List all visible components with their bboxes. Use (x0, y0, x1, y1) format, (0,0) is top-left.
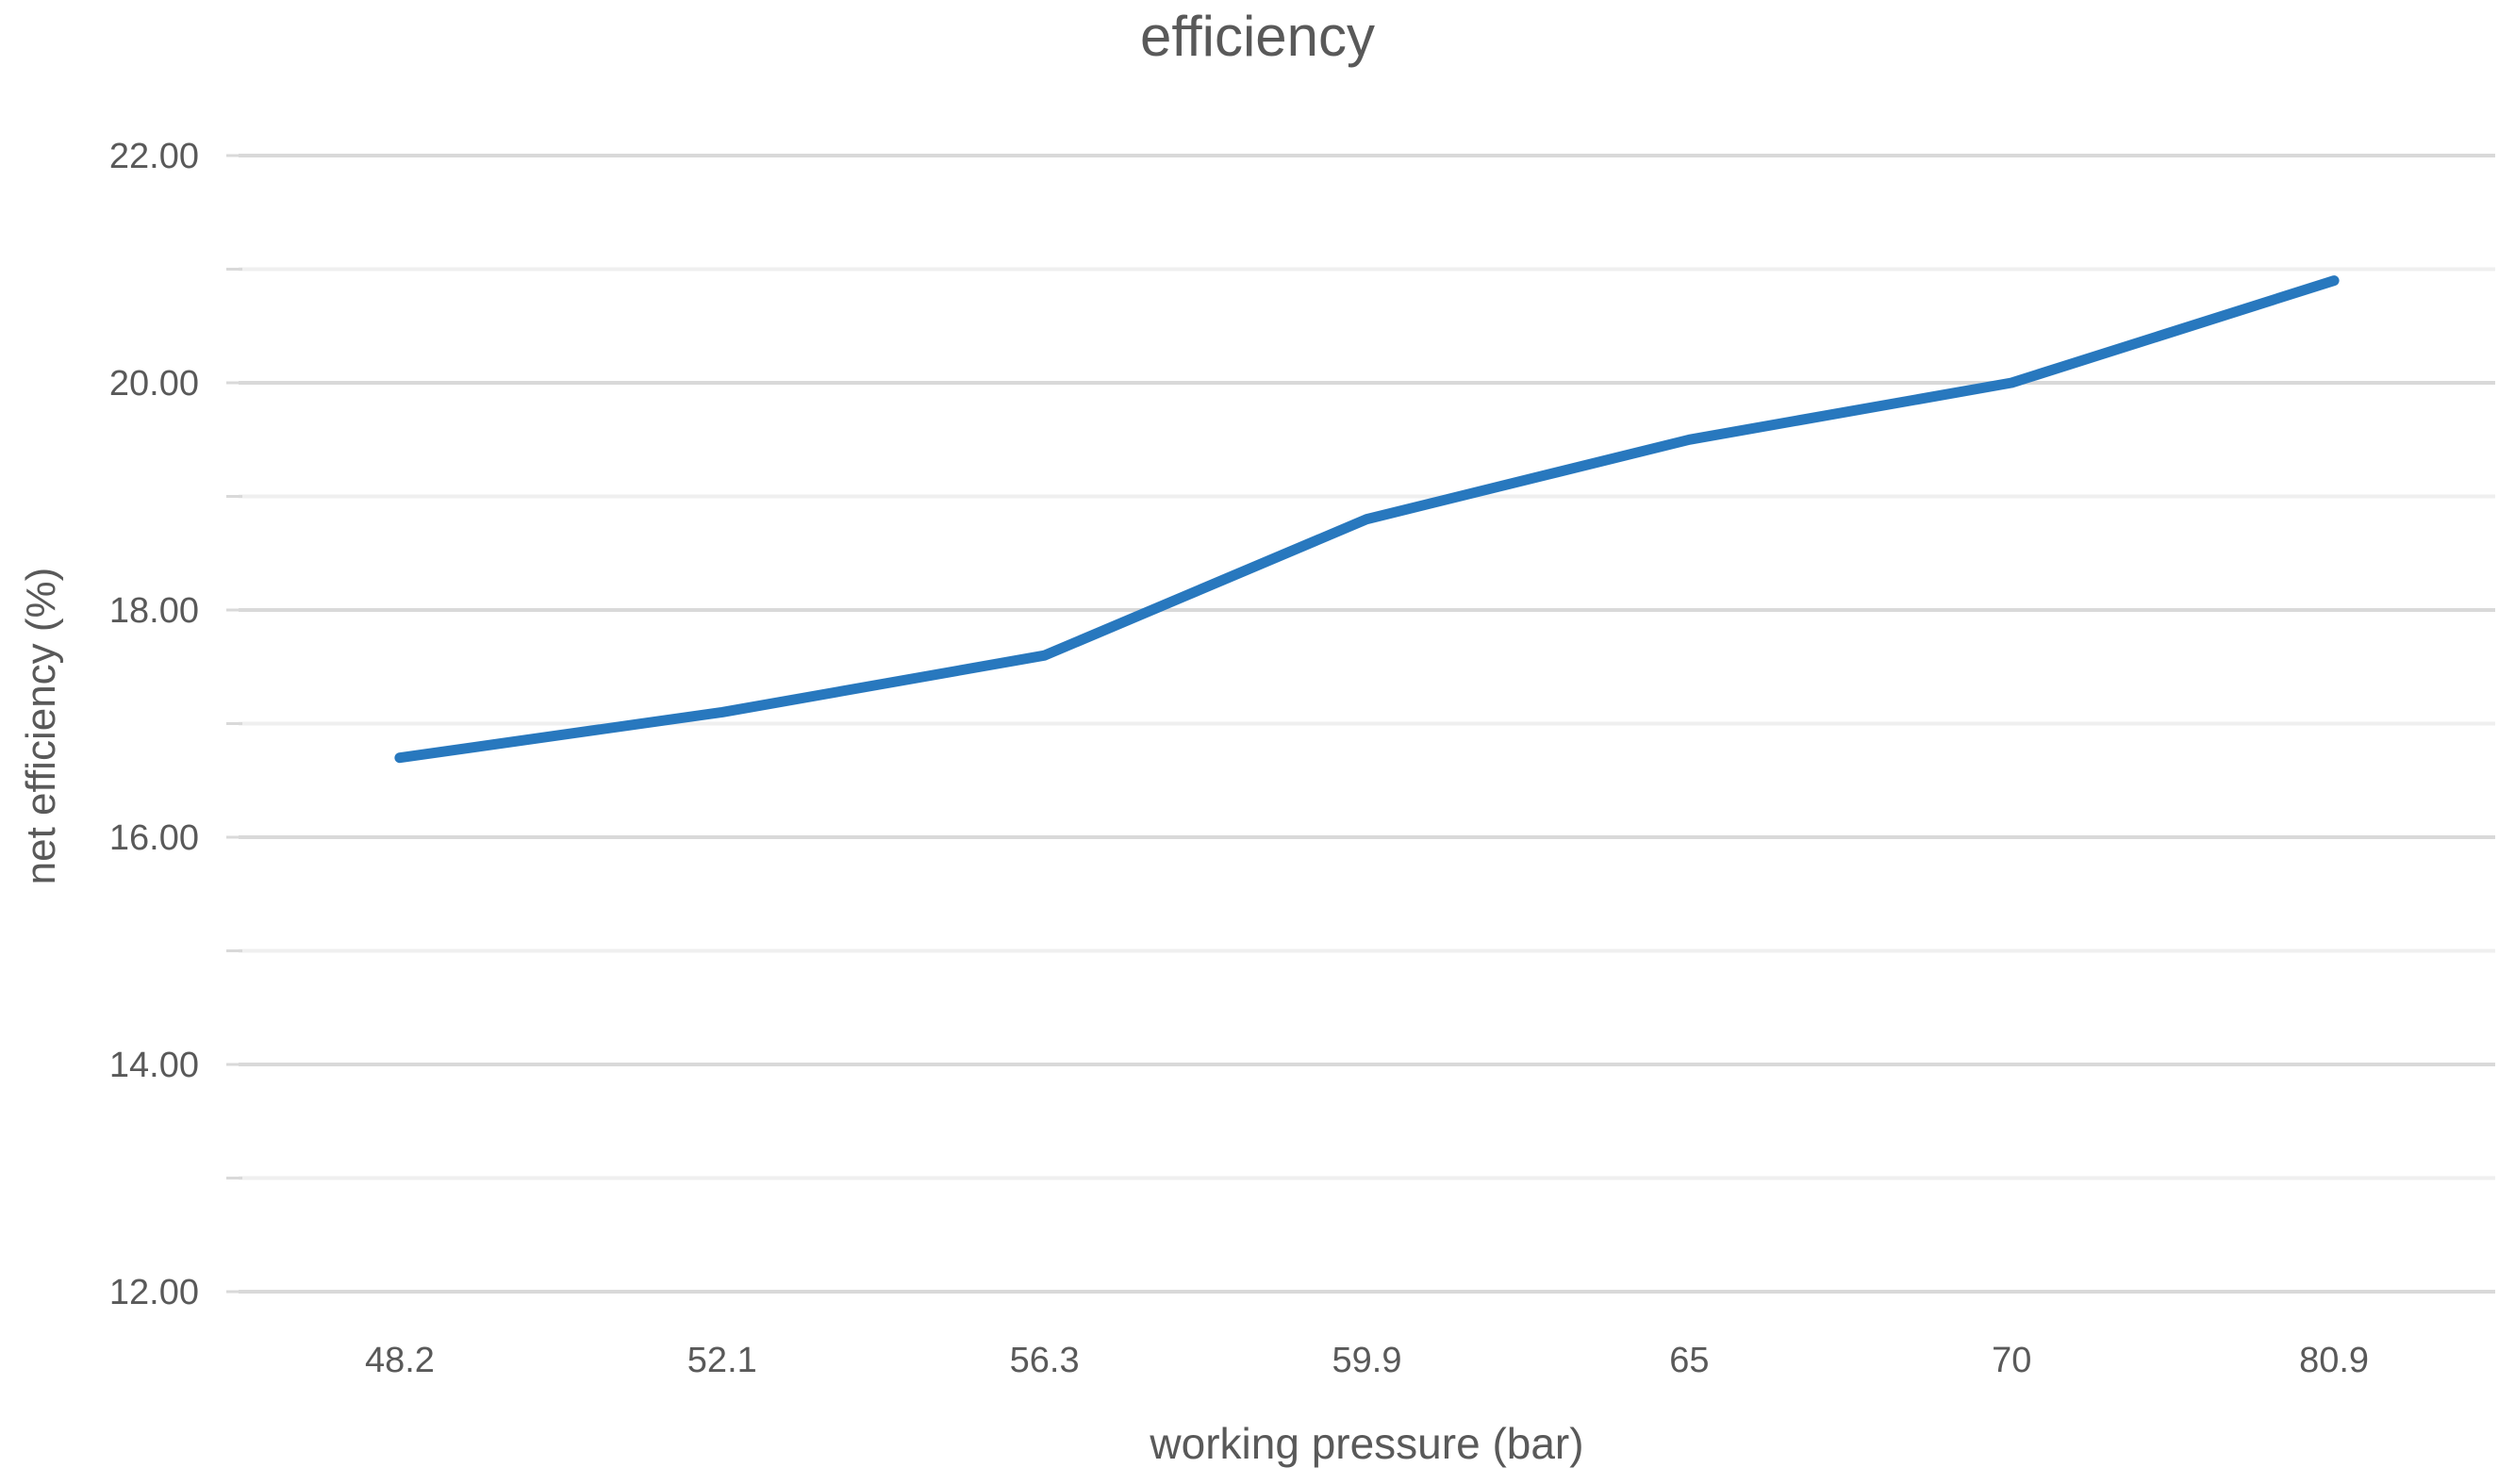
y-axis-tick-marks (226, 154, 242, 1294)
x-tick-label: 70 (1992, 1341, 2031, 1380)
x-tick-label: 65 (1669, 1341, 1709, 1380)
y-tick-label: 14.00 (109, 1046, 199, 1085)
x-tick-label: 56.3 (1010, 1341, 1080, 1380)
y-tick-label: 18.00 (109, 591, 199, 631)
y-tick-label: 22.00 (109, 137, 199, 176)
gridlines-minor (239, 267, 2495, 1180)
x-tick-label: 80.9 (2299, 1341, 2369, 1380)
x-tick-label: 48.2 (365, 1341, 435, 1380)
x-axis-title: working pressure (bar) (1150, 1419, 1584, 1468)
x-tick-label: 59.9 (1332, 1341, 1402, 1380)
y-tick-label: 16.00 (109, 818, 199, 858)
chart-title: efficiency (1139, 5, 1376, 68)
y-axis-tick-labels: 12.00 14.00 16.00 18.00 20.00 22.00 (109, 137, 199, 1312)
y-tick-label: 20.00 (109, 364, 199, 404)
x-axis-tick-labels: 48.2 52.1 56.3 59.9 65 70 80.9 (365, 1341, 2369, 1380)
series-line-efficiency (394, 275, 2340, 764)
y-tick-label: 12.00 (109, 1273, 199, 1312)
x-tick-label: 52.1 (687, 1341, 757, 1380)
gridlines-major (239, 154, 2495, 1294)
